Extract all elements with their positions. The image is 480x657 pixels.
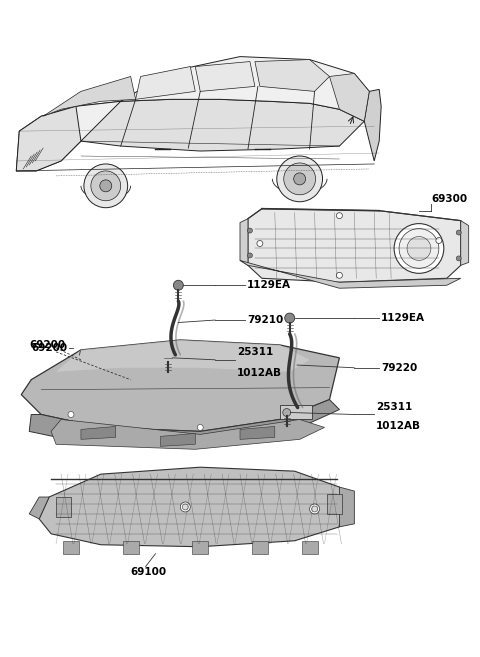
Polygon shape <box>123 541 139 554</box>
Circle shape <box>336 273 342 279</box>
Polygon shape <box>364 89 381 161</box>
Polygon shape <box>280 405 312 419</box>
Circle shape <box>284 163 315 194</box>
Polygon shape <box>329 74 369 121</box>
Circle shape <box>456 230 461 235</box>
Polygon shape <box>76 57 369 141</box>
Text: 69300: 69300 <box>431 194 467 204</box>
Polygon shape <box>81 426 116 440</box>
Circle shape <box>91 171 120 201</box>
Circle shape <box>456 256 461 261</box>
Circle shape <box>61 504 71 514</box>
Circle shape <box>197 424 203 430</box>
Polygon shape <box>16 106 81 171</box>
Circle shape <box>165 354 172 362</box>
Polygon shape <box>240 426 275 440</box>
Text: 69200: 69200 <box>29 340 65 350</box>
Polygon shape <box>301 541 318 554</box>
Circle shape <box>257 240 263 246</box>
Text: 25311: 25311 <box>376 401 412 411</box>
Text: 69200: 69200 <box>31 343 67 353</box>
Polygon shape <box>29 497 49 519</box>
Polygon shape <box>160 350 190 365</box>
Polygon shape <box>29 399 339 447</box>
Circle shape <box>436 238 442 244</box>
Text: 79210: 79210 <box>247 315 283 325</box>
Polygon shape <box>51 419 324 449</box>
Circle shape <box>180 502 190 512</box>
Polygon shape <box>327 494 342 514</box>
Polygon shape <box>240 260 461 288</box>
Circle shape <box>248 253 252 258</box>
Circle shape <box>394 223 444 273</box>
Polygon shape <box>63 541 79 554</box>
Polygon shape <box>43 76 136 116</box>
Circle shape <box>63 506 69 512</box>
Polygon shape <box>16 99 364 171</box>
Circle shape <box>182 504 188 510</box>
Circle shape <box>336 213 342 219</box>
Polygon shape <box>240 219 248 265</box>
Circle shape <box>407 237 431 260</box>
Polygon shape <box>248 209 461 283</box>
Polygon shape <box>21 340 339 432</box>
Polygon shape <box>255 60 329 91</box>
Polygon shape <box>339 487 354 527</box>
Text: 1012AB: 1012AB <box>237 368 282 378</box>
Polygon shape <box>136 66 195 99</box>
Circle shape <box>301 411 308 417</box>
Circle shape <box>277 156 323 202</box>
Circle shape <box>399 229 439 268</box>
Text: 1129EA: 1129EA <box>381 313 425 323</box>
Circle shape <box>294 173 306 185</box>
Circle shape <box>68 411 74 417</box>
Circle shape <box>84 164 128 208</box>
Text: 69100: 69100 <box>131 566 167 577</box>
Circle shape <box>248 228 252 233</box>
Text: 25311: 25311 <box>237 347 273 357</box>
Polygon shape <box>39 467 344 547</box>
Text: 1012AB: 1012AB <box>376 421 421 432</box>
Polygon shape <box>461 221 468 265</box>
Circle shape <box>310 504 320 514</box>
Circle shape <box>100 180 112 192</box>
Polygon shape <box>56 340 310 372</box>
Circle shape <box>283 409 291 417</box>
Polygon shape <box>195 62 255 91</box>
Text: 79220: 79220 <box>381 363 418 373</box>
Polygon shape <box>192 541 208 554</box>
Circle shape <box>173 281 183 290</box>
Circle shape <box>285 313 295 323</box>
Text: 1129EA: 1129EA <box>247 281 291 290</box>
Circle shape <box>312 506 318 512</box>
Polygon shape <box>252 541 268 554</box>
Polygon shape <box>56 497 71 517</box>
Polygon shape <box>160 434 195 446</box>
